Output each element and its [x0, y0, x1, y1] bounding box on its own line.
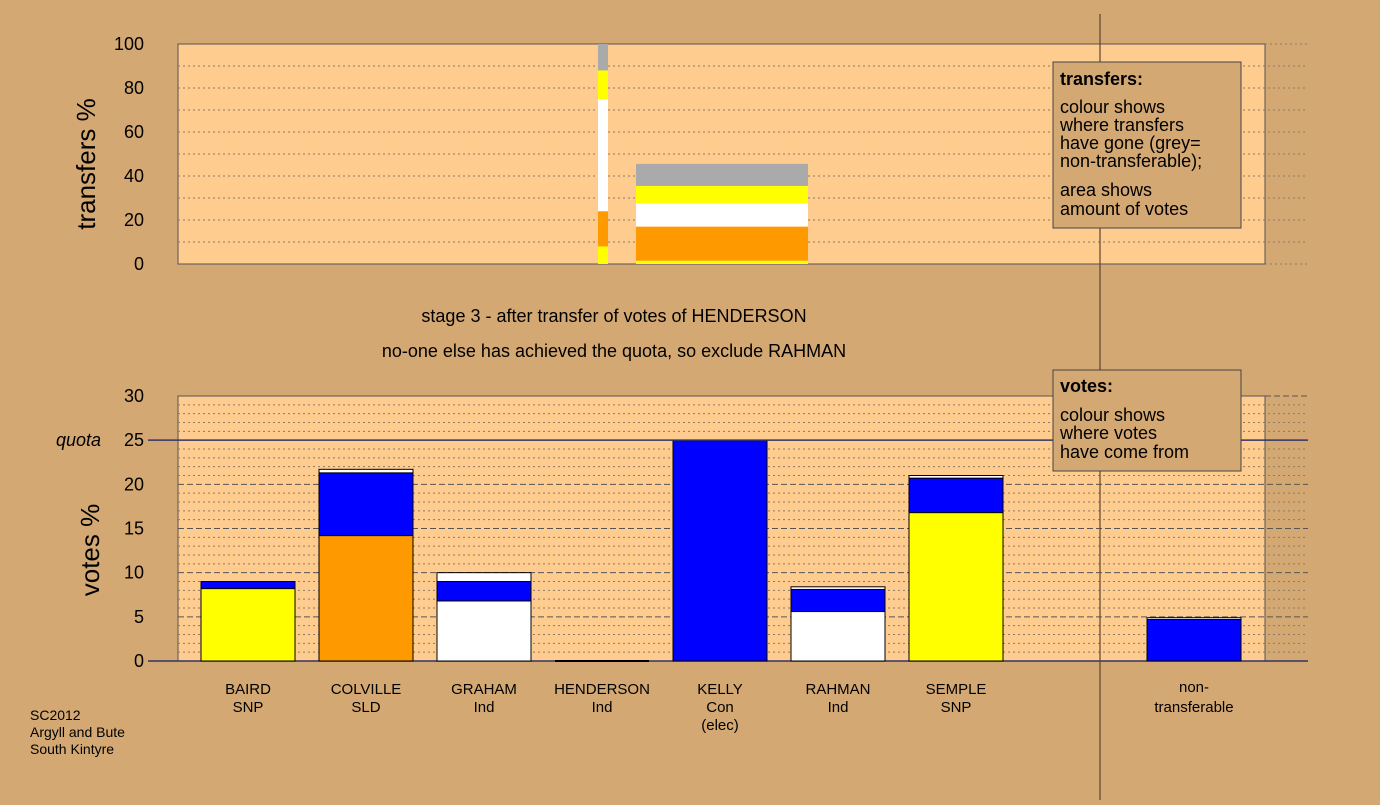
stage-text-line2: no-one else has achieved the quota, so e…	[382, 341, 846, 361]
candidate-party-label: Ind	[828, 699, 849, 716]
vote-segment	[672, 439, 768, 662]
y-tick-label: 5	[134, 607, 144, 627]
vote-segment	[318, 535, 414, 662]
transfers-legend-line: non-transferable);	[1060, 151, 1202, 171]
transfers-legend-line: colour shows	[1060, 97, 1165, 117]
nontransferable-label: transferable	[1154, 699, 1233, 716]
votes-legend-line: colour shows	[1060, 405, 1165, 425]
votes-y-axis-title: votes %	[75, 504, 105, 597]
y-tick-label: 60	[124, 122, 144, 142]
vote-segment	[790, 586, 886, 590]
y-tick-label: 0	[134, 651, 144, 671]
transfer-segment	[636, 260, 808, 264]
candidate-party-label: Ind	[592, 699, 613, 716]
candidate-labels: BAIRDSNPCOLVILLESLDGRAHAMIndHENDERSONInd…	[225, 679, 1234, 734]
transfers-legend: transfers: colour shows where transfers …	[1052, 61, 1242, 229]
vote-segment	[318, 468, 414, 474]
candidate-party-label: Ind	[474, 699, 495, 716]
vote-segment	[436, 572, 532, 583]
transfer-segment	[598, 211, 608, 247]
transfer-segment	[598, 246, 608, 264]
y-tick-label: 15	[124, 519, 144, 539]
candidate-name-label: COLVILLE	[331, 681, 402, 698]
y-tick-label: 20	[124, 210, 144, 230]
transfers-legend-line: area shows	[1060, 180, 1152, 200]
candidate-party-label: SLD	[351, 699, 380, 716]
candidate-note-label: (elec)	[701, 717, 739, 734]
transfers-bars	[598, 44, 808, 264]
candidate-name-label: BAIRD	[225, 681, 271, 698]
candidate-party-label: Con	[706, 699, 734, 716]
candidate-name-label: KELLY	[697, 681, 743, 698]
transfers-y-axis-title: transfers %	[71, 98, 101, 230]
vote-segment	[908, 512, 1004, 662]
footer-line: SC2012	[30, 707, 81, 723]
candidate-name-label: GRAHAM	[451, 681, 517, 698]
footer-line: South Kintyre	[30, 741, 114, 757]
vote-segment	[1146, 617, 1242, 620]
vote-segment	[790, 611, 886, 662]
y-tick-label: 10	[124, 563, 144, 583]
candidate-name-label: SEMPLE	[926, 681, 987, 698]
vote-segment	[908, 477, 1004, 514]
vote-segment	[436, 600, 532, 662]
candidate-name-label: RAHMAN	[805, 681, 870, 698]
candidate-party-label: SNP	[941, 699, 972, 716]
vote-segment	[200, 588, 296, 662]
transfer-segment	[636, 185, 808, 204]
votes-legend-title: votes:	[1060, 376, 1113, 396]
transfer-segment	[598, 70, 608, 99]
votes-legend-box	[1052, 369, 1242, 472]
stage-text-line1: stage 3 - after transfer of votes of HEN…	[421, 306, 806, 326]
transfer-segment	[598, 44, 608, 71]
quota-label: quota	[56, 430, 101, 450]
y-tick-label: 20	[124, 474, 144, 494]
transfers-y-ticks: 0 20 40 60 80 100	[114, 34, 144, 274]
y-tick-label: 40	[124, 166, 144, 186]
y-tick-label: 30	[124, 386, 144, 406]
transfers-legend-line: where transfers	[1059, 115, 1184, 135]
candidate-party-label: SNP	[233, 699, 264, 716]
y-tick-label: 25	[124, 430, 144, 450]
y-tick-label: 100	[114, 34, 144, 54]
transfer-segment	[636, 226, 808, 261]
candidate-name-label: HENDERSON	[554, 681, 650, 698]
transfer-segment	[636, 163, 808, 186]
footer-line: Argyll and Bute	[30, 724, 125, 740]
transfer-segment	[598, 99, 608, 212]
vote-segment	[1146, 618, 1242, 662]
vote-segment	[908, 475, 1004, 479]
transfer-segment	[636, 203, 808, 227]
y-tick-label: 80	[124, 78, 144, 98]
vote-segment	[318, 472, 414, 537]
vote-segment	[790, 588, 886, 613]
votes-legend-line: where votes	[1059, 423, 1157, 443]
transfers-legend-title: transfers:	[1060, 69, 1143, 89]
vote-segment	[200, 581, 296, 590]
y-tick-label: 0	[134, 254, 144, 274]
votes-bars	[200, 439, 1242, 662]
transfers-legend-line: have gone (grey=	[1060, 133, 1201, 153]
votes-y-ticks: 0 5 10 15 20 25 30	[124, 386, 144, 671]
vote-segment	[436, 581, 532, 602]
nontransferable-label: non-	[1179, 679, 1209, 696]
votes-legend: votes: colour shows where votes have com…	[1052, 369, 1242, 472]
votes-legend-line: have come from	[1060, 442, 1189, 462]
transfers-legend-line: amount of votes	[1060, 199, 1188, 219]
transfers-legend-box	[1052, 61, 1242, 229]
